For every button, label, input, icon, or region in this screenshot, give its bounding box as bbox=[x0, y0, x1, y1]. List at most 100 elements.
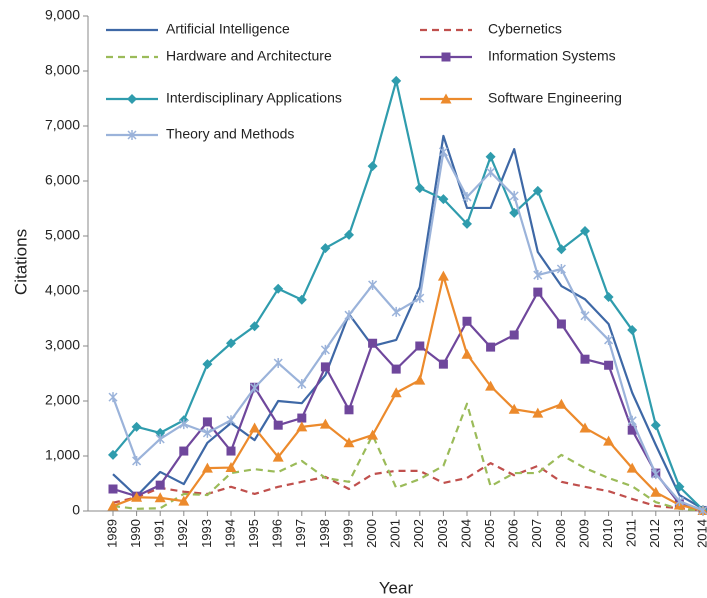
marker bbox=[441, 52, 451, 62]
y-tick-label: 2,000 bbox=[45, 392, 80, 408]
marker bbox=[509, 330, 519, 340]
x-tick-label: 1995 bbox=[246, 519, 261, 548]
marker bbox=[320, 344, 330, 355]
marker bbox=[508, 403, 520, 414]
x-tick-label: 1989 bbox=[104, 519, 119, 548]
legend-label: Software Engineering bbox=[488, 90, 622, 106]
marker bbox=[226, 446, 236, 456]
y-axis-title: Citations bbox=[11, 229, 30, 295]
marker bbox=[509, 190, 519, 201]
marker bbox=[580, 310, 590, 321]
x-tick-label: 1993 bbox=[199, 519, 214, 548]
marker bbox=[485, 151, 496, 162]
marker bbox=[319, 418, 331, 429]
y-tick-label: 8,000 bbox=[45, 62, 80, 78]
x-tick-label: 2013 bbox=[671, 519, 686, 548]
marker bbox=[297, 413, 307, 423]
marker bbox=[178, 495, 190, 506]
x-tick-label: 1997 bbox=[293, 519, 308, 548]
marker bbox=[368, 338, 378, 348]
marker bbox=[556, 244, 567, 255]
marker bbox=[344, 229, 354, 240]
marker bbox=[437, 270, 449, 281]
series-line bbox=[111, 150, 704, 512]
x-tick-label: 1996 bbox=[270, 519, 285, 548]
marker bbox=[627, 325, 638, 336]
y-tick-label: 4,000 bbox=[45, 282, 80, 298]
marker bbox=[580, 226, 590, 237]
marker bbox=[509, 207, 520, 218]
marker bbox=[415, 293, 425, 304]
y-tick-label: 9,000 bbox=[45, 7, 80, 23]
marker bbox=[155, 433, 165, 444]
marker bbox=[132, 455, 142, 466]
marker bbox=[343, 437, 355, 448]
marker bbox=[202, 427, 212, 438]
marker bbox=[533, 270, 543, 281]
marker bbox=[414, 183, 425, 194]
marker bbox=[532, 185, 543, 196]
y-tick-label: 1,000 bbox=[45, 447, 80, 463]
series-line bbox=[112, 402, 704, 512]
legend-label: Cybernetics bbox=[488, 21, 562, 37]
marker bbox=[107, 500, 119, 511]
marker bbox=[626, 462, 638, 473]
marker bbox=[604, 334, 614, 345]
legend-label: Hardware and Architecture bbox=[166, 48, 332, 64]
marker bbox=[226, 415, 236, 426]
marker bbox=[179, 419, 189, 430]
legend-label: Interdisciplinary Applications bbox=[166, 90, 342, 106]
marker bbox=[651, 469, 661, 480]
marker bbox=[462, 191, 472, 202]
marker bbox=[580, 354, 590, 364]
marker bbox=[674, 481, 685, 492]
marker bbox=[155, 480, 165, 490]
series-line bbox=[112, 275, 704, 512]
marker bbox=[249, 422, 261, 433]
marker bbox=[320, 243, 331, 254]
x-tick-label: 1991 bbox=[152, 519, 167, 548]
marker bbox=[131, 491, 143, 502]
marker bbox=[273, 283, 284, 294]
marker bbox=[579, 422, 591, 433]
marker bbox=[179, 446, 189, 456]
marker bbox=[390, 387, 402, 398]
y-tick-label: 6,000 bbox=[45, 172, 80, 188]
marker bbox=[131, 421, 142, 432]
x-tick-label: 2008 bbox=[553, 519, 568, 548]
x-tick-label: 2011 bbox=[624, 519, 639, 547]
x-tick-label: 2014 bbox=[694, 519, 707, 548]
marker bbox=[461, 348, 473, 359]
marker bbox=[297, 378, 307, 389]
legend-label: Artificial Intelligence bbox=[166, 21, 290, 37]
marker bbox=[627, 425, 637, 435]
legend-label: Information Systems bbox=[488, 48, 616, 64]
marker bbox=[415, 341, 425, 351]
marker bbox=[650, 486, 662, 497]
x-tick-label: 2005 bbox=[482, 519, 497, 548]
marker bbox=[627, 415, 637, 426]
marker bbox=[108, 392, 118, 403]
marker bbox=[674, 496, 684, 507]
marker bbox=[603, 292, 614, 303]
marker bbox=[368, 279, 378, 290]
x-tick-label: 2012 bbox=[647, 519, 662, 548]
legend-label: Theory and Methods bbox=[166, 126, 294, 142]
marker bbox=[486, 342, 496, 352]
marker bbox=[462, 316, 472, 326]
marker bbox=[438, 194, 449, 205]
marker bbox=[344, 405, 354, 415]
x-tick-label: 2002 bbox=[411, 519, 426, 548]
y-tick-label: 7,000 bbox=[45, 117, 80, 133]
x-tick-label: 2006 bbox=[506, 519, 521, 548]
marker bbox=[272, 451, 284, 462]
marker bbox=[201, 462, 213, 473]
marker bbox=[127, 94, 137, 104]
x-tick-label: 1990 bbox=[128, 519, 143, 548]
marker bbox=[108, 484, 118, 494]
marker bbox=[555, 398, 567, 409]
marker bbox=[604, 360, 614, 370]
marker bbox=[391, 364, 401, 374]
marker bbox=[367, 429, 379, 440]
